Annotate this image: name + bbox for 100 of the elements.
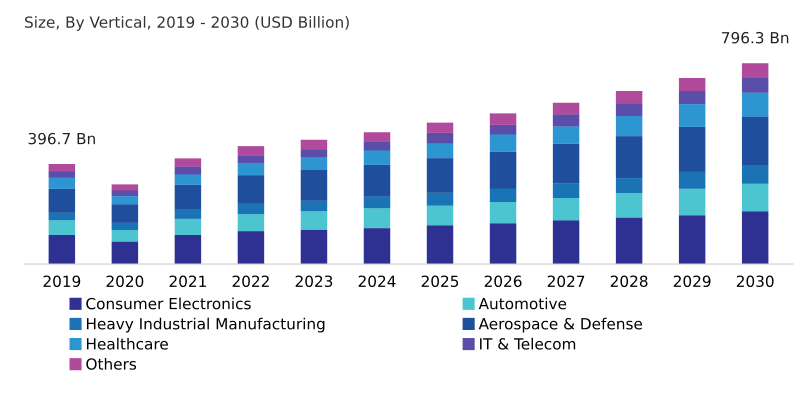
x-tick-label: 2021 [170, 275, 206, 288]
legend-label: Others [86, 358, 136, 370]
x-tick-label: 2025 [422, 275, 458, 288]
bar [48, 234, 76, 264]
bar [678, 78, 706, 92]
bar [426, 122, 454, 133]
legend-label: Consumer Electronics [86, 298, 251, 310]
x-tick-label: 2020 [106, 275, 144, 288]
bar [112, 242, 138, 264]
bar [426, 158, 454, 193]
x-tick-label: 2027 [548, 275, 584, 288]
bar [48, 220, 76, 235]
bar [174, 234, 202, 264]
bar [364, 196, 390, 208]
bar [552, 198, 580, 220]
x-tick-label: 2024 [358, 275, 396, 288]
bar [112, 196, 138, 204]
bar [364, 164, 390, 196]
bar [300, 170, 328, 201]
bar [552, 102, 580, 114]
bar [174, 174, 202, 185]
bar [616, 103, 642, 116]
bar [616, 192, 642, 218]
bar [678, 171, 706, 189]
legend-label: Automotive [478, 298, 566, 310]
bar [490, 202, 516, 224]
bar [48, 178, 76, 189]
bar [742, 92, 768, 117]
bar [678, 104, 706, 127]
bar [678, 215, 706, 264]
bar [678, 126, 706, 172]
x-tick-label: 2022 [232, 275, 269, 288]
bar [616, 218, 642, 264]
bar [300, 211, 328, 230]
bar [490, 188, 516, 202]
bar [426, 192, 454, 206]
bar [300, 140, 328, 150]
x-tick-label: 2019 [44, 275, 80, 288]
chart-title: Size, By Vertical, 2019 - 2030 (USD Billion) [25, 16, 349, 31]
bar [238, 214, 264, 232]
legend-label: Aerospace & Defense [478, 318, 642, 332]
legend-label: IT & Telecom [480, 338, 576, 350]
bar [364, 228, 390, 264]
bar [552, 144, 580, 184]
bar [48, 188, 76, 213]
bar [112, 222, 138, 230]
bar [742, 184, 768, 212]
bar [742, 116, 768, 166]
bar [174, 166, 202, 174]
bar [174, 210, 202, 219]
annotation: 396.7 Bn [28, 132, 95, 144]
bar [742, 165, 768, 184]
bar [616, 136, 642, 178]
bar [300, 230, 328, 264]
bar [174, 184, 202, 210]
bar [552, 220, 580, 264]
bar [742, 211, 768, 264]
legend-label: Heavy Industrial Manufacturing [86, 318, 324, 332]
bar [300, 200, 328, 212]
bar [490, 124, 516, 134]
bar [426, 144, 454, 158]
bar [238, 146, 264, 156]
bar [616, 91, 642, 104]
bar [678, 91, 706, 104]
bar [238, 156, 264, 164]
bar [742, 78, 768, 93]
x-tick-label: 2023 [296, 275, 332, 288]
bar [616, 116, 642, 136]
bar [364, 208, 390, 228]
bar [48, 164, 76, 172]
bar [174, 158, 202, 167]
bar [48, 212, 76, 220]
bar [112, 190, 138, 196]
bar [112, 184, 138, 191]
x-tick-label: 2029 [674, 275, 711, 288]
bar [174, 218, 202, 235]
bar [426, 132, 454, 144]
bar [678, 188, 706, 216]
bar [238, 231, 264, 264]
x-tick-label: 2026 [484, 275, 522, 288]
x-tick-label: 2030 [736, 275, 774, 288]
bar [112, 204, 138, 223]
bar [490, 223, 516, 264]
bar [48, 171, 76, 178]
legend-label: Healthcare [86, 338, 168, 350]
bar [238, 204, 264, 214]
bar [426, 206, 454, 226]
bar [552, 126, 580, 144]
bar [300, 156, 328, 170]
bar [490, 152, 516, 189]
bar [300, 149, 328, 157]
bar [426, 226, 454, 264]
bar [364, 132, 390, 142]
bar [616, 178, 642, 193]
bar [238, 163, 264, 176]
bar [552, 183, 580, 198]
bar [112, 230, 138, 242]
annotation: 796.3 Bn [722, 32, 788, 44]
bar [552, 114, 580, 126]
bar [364, 141, 390, 151]
